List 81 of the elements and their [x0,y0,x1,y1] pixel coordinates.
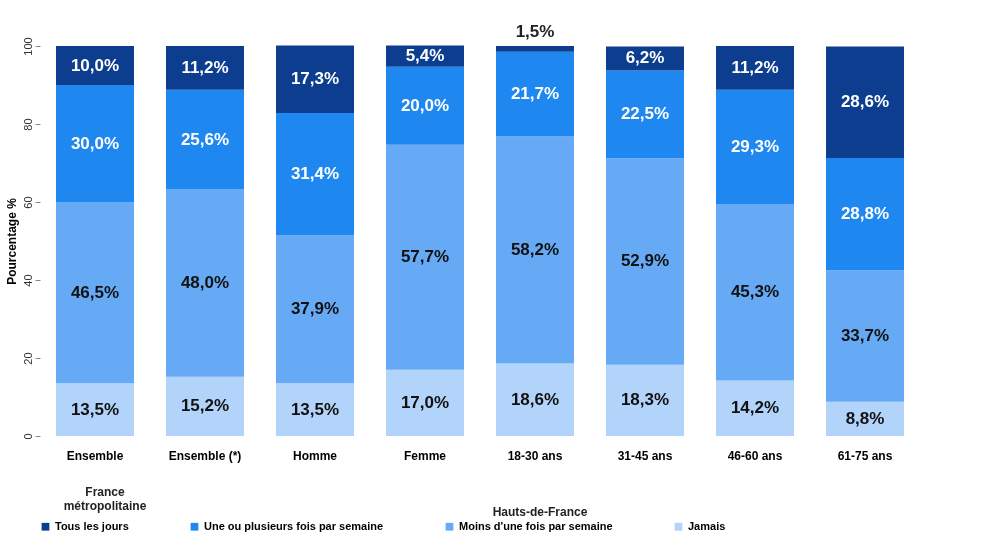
bar [56,202,134,384]
data-label: 17,3% [290,69,340,89]
legend-label: Jamais [688,519,726,532]
bar [826,157,904,271]
data-label: 13,5% [70,399,120,419]
bar [166,376,244,436]
data-label: 33,7% [840,325,890,345]
bar [276,45,354,114]
bar [606,158,684,365]
data-label: 14,2% [730,398,780,418]
bar [386,369,464,436]
bar [496,363,574,436]
data-label: 30,0% [70,133,120,153]
bar [166,89,244,190]
bar [496,46,574,52]
x-tick-label: 18-30 ans [507,448,563,463]
data-label: 11,2% [181,57,229,77]
bar [276,113,354,236]
y-axis-title: Pourcentage % [4,197,19,285]
x-tick-label: Femme [403,448,447,463]
bar [56,383,134,436]
data-label: 11,2% [731,57,779,77]
x-tick-label: 61-75 ans [837,448,893,463]
x-tick-label: Homme [292,448,338,463]
legend-label: Tous les jours [55,519,129,532]
x-tick-label: Ensemble [66,448,124,463]
data-label: 6,2% [625,48,665,68]
data-label: 31,4% [290,164,340,184]
bar [716,89,794,204]
data-label: 18,3% [620,390,670,410]
bar [716,46,794,90]
y-tick-label: 60 [21,196,34,209]
data-label: 8,8% [845,408,885,428]
bar [496,136,574,364]
bar [276,383,354,436]
text: France métropolitaine [62,485,148,515]
data-label: 25,6% [180,129,230,149]
data-label: 5,4% [405,46,445,66]
data-label: 52,9% [620,251,670,271]
bar [716,203,794,381]
data-label: 10,0% [70,55,120,75]
data-label: 28,6% [840,92,890,112]
text: Hauts-de-France [491,505,589,519]
y-tick-label: 0 [21,433,34,440]
data-label: 46,5% [70,282,120,302]
x-tick-label: 46-60 ans [727,448,783,463]
data-label: 58,2% [510,239,560,259]
data-label: 1,5% [515,21,555,41]
y-tick-label: 40 [21,274,34,287]
data-label: 22,5% [620,104,670,124]
bar [276,235,354,384]
data-label: 18,6% [510,389,560,409]
data-label: 37,9% [290,299,340,319]
data-label: 57,7% [400,247,450,267]
bar [826,270,904,402]
data-label: 29,3% [730,136,780,156]
legend-label: Une ou plusieurs fois par semaine [204,519,384,532]
y-tick-label: 80 [21,118,34,131]
data-label: 15,2% [180,396,230,416]
x-tick-label: Ensemble (*) [168,448,242,463]
bar [496,51,574,137]
bar [606,364,684,436]
bar [716,380,794,436]
data-label: 45,3% [730,282,780,302]
y-tick-label: 20 [21,352,34,365]
bar [56,85,134,202]
bar [386,144,464,370]
bar [826,46,904,158]
data-label: 20,0% [400,95,450,115]
data-label: 17,0% [400,392,450,412]
data-label: 48,0% [180,273,230,293]
bar [166,46,244,90]
data-label: 21,7% [510,84,560,104]
data-label: 13,5% [290,399,340,419]
bar [606,70,684,159]
legend-label: Moins d'une fois par semaine [459,519,613,532]
bar [166,189,244,377]
y-tick-label: 100 [21,37,34,56]
x-tick-label: 31-45 ans [617,448,673,463]
bar [386,66,464,145]
data-label: 28,8% [840,204,890,224]
